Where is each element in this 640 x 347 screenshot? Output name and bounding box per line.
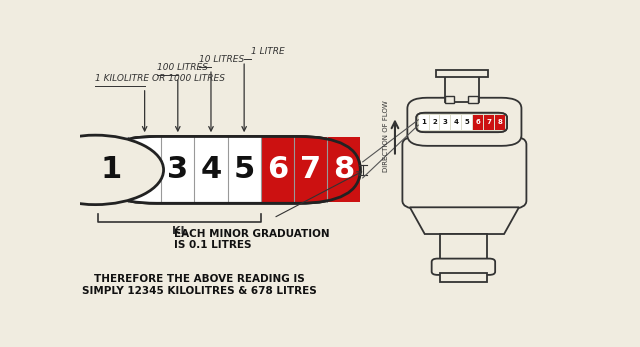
Bar (436, 70, 488, 77)
Bar (419, 115, 429, 130)
Text: 1 LITRE: 1 LITRE (251, 47, 285, 56)
FancyBboxPatch shape (408, 98, 522, 146)
Text: 1 KILOLITRE OR 1000 LITRES: 1 KILOLITRE OR 1000 LITRES (95, 74, 225, 83)
Bar (495, 115, 504, 130)
Bar (445, 96, 454, 103)
Text: 2: 2 (134, 155, 155, 184)
Polygon shape (410, 207, 519, 234)
Bar (484, 115, 493, 130)
Text: 6: 6 (267, 155, 288, 184)
FancyBboxPatch shape (416, 113, 507, 132)
Text: 100 LITRES: 100 LITRES (157, 64, 208, 73)
Bar (195, 137, 228, 203)
Text: 7: 7 (486, 119, 492, 126)
Bar (462, 115, 472, 130)
Text: 7: 7 (300, 155, 321, 184)
Text: 3: 3 (443, 119, 448, 126)
Bar (128, 137, 161, 203)
Text: 5: 5 (234, 155, 255, 184)
Text: KL: KL (172, 226, 188, 236)
Bar (440, 234, 487, 261)
Text: 2: 2 (432, 119, 437, 126)
FancyBboxPatch shape (431, 259, 495, 275)
Text: 1: 1 (101, 155, 122, 184)
Text: 6: 6 (476, 119, 481, 126)
Bar (228, 137, 260, 203)
Bar (294, 137, 327, 203)
Bar (429, 115, 440, 130)
Bar (451, 115, 461, 130)
Text: THEREFORE THE ABOVE READING IS
SIMPLY 12345 KILOLITRES & 678 LITRES: THEREFORE THE ABOVE READING IS SIMPLY 12… (82, 274, 316, 296)
Bar (440, 273, 487, 282)
Text: 1: 1 (101, 155, 122, 184)
Bar (161, 137, 195, 203)
Text: 3: 3 (167, 155, 188, 184)
Bar (95, 137, 128, 203)
FancyBboxPatch shape (95, 136, 360, 203)
Bar (445, 75, 479, 102)
Text: 1: 1 (421, 119, 426, 126)
Bar (260, 137, 294, 203)
FancyBboxPatch shape (403, 136, 527, 209)
Bar (440, 115, 451, 130)
Text: 8: 8 (497, 119, 502, 126)
Bar (327, 137, 360, 203)
Ellipse shape (27, 135, 164, 205)
Text: 10 LITRES: 10 LITRES (199, 56, 244, 64)
Text: 5: 5 (465, 119, 470, 126)
Bar (473, 115, 483, 130)
Text: EACH MINOR GRADUATION
IS 0.1 LITRES: EACH MINOR GRADUATION IS 0.1 LITRES (174, 229, 330, 250)
Text: 4: 4 (454, 119, 459, 126)
Text: DIRECTION OF FLOW: DIRECTION OF FLOW (383, 101, 389, 172)
Text: 4: 4 (200, 155, 221, 184)
Bar (468, 96, 478, 103)
Text: 8: 8 (333, 155, 355, 184)
